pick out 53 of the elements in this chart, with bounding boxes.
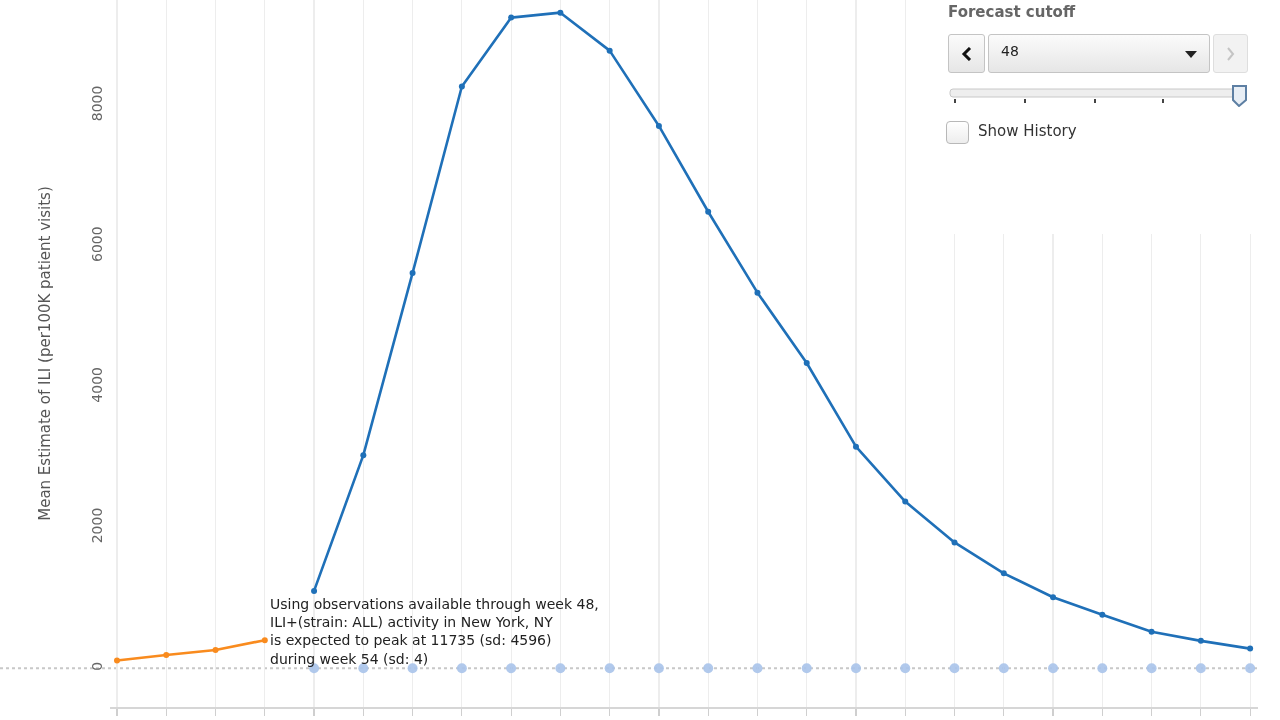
point [852, 443, 859, 450]
point [557, 9, 564, 16]
point [949, 663, 960, 674]
point [114, 657, 120, 664]
point [1146, 663, 1157, 674]
point [163, 651, 170, 658]
point [1050, 594, 1057, 601]
point [1000, 570, 1007, 577]
point [803, 360, 810, 366]
point [1195, 663, 1206, 674]
point [754, 289, 761, 296]
point [703, 663, 714, 674]
point [261, 637, 268, 644]
point [1097, 663, 1108, 674]
point [508, 14, 515, 21]
point [1048, 663, 1059, 674]
point [311, 587, 318, 594]
point [705, 208, 712, 215]
point [358, 663, 369, 674]
point [1197, 637, 1204, 644]
point [212, 647, 219, 654]
point [900, 663, 911, 674]
point [1148, 628, 1155, 635]
point [360, 452, 367, 459]
annotation: Using observations available through week 48, ILI+(strain: ALL) activity in New York, NY is expected to peak at 11735 (sd: 4596) during week 54 (sd: 4) [270, 596, 599, 667]
y-tick-label: 8000 [89, 85, 106, 122]
point [902, 498, 909, 505]
point [604, 663, 615, 674]
y-tick-label: 2000 [89, 507, 106, 544]
annotation: Forecast cutoff [948, 3, 1076, 21]
point [1245, 663, 1256, 674]
point [801, 663, 812, 674]
y-tick-label: 4000 [89, 367, 106, 403]
point [458, 83, 465, 90]
point [409, 269, 416, 276]
point [606, 47, 613, 54]
annotation: Show History [978, 122, 1077, 140]
point [653, 663, 664, 674]
point [1247, 645, 1254, 652]
y-tick-label: 0 [89, 661, 106, 671]
point [752, 663, 763, 674]
point [850, 663, 861, 674]
point [506, 663, 517, 674]
point [951, 539, 958, 546]
y-axis-title: Mean Estimate of ILI (per100K patient visits) [36, 186, 55, 521]
dropdown: 48 [988, 34, 1210, 73]
point [555, 663, 566, 674]
point [456, 663, 467, 674]
point [1099, 611, 1106, 618]
annotation: 48 [1001, 43, 1019, 59]
point [655, 122, 662, 129]
y-tick-label: 6000 [89, 226, 106, 262]
point [998, 663, 1009, 674]
